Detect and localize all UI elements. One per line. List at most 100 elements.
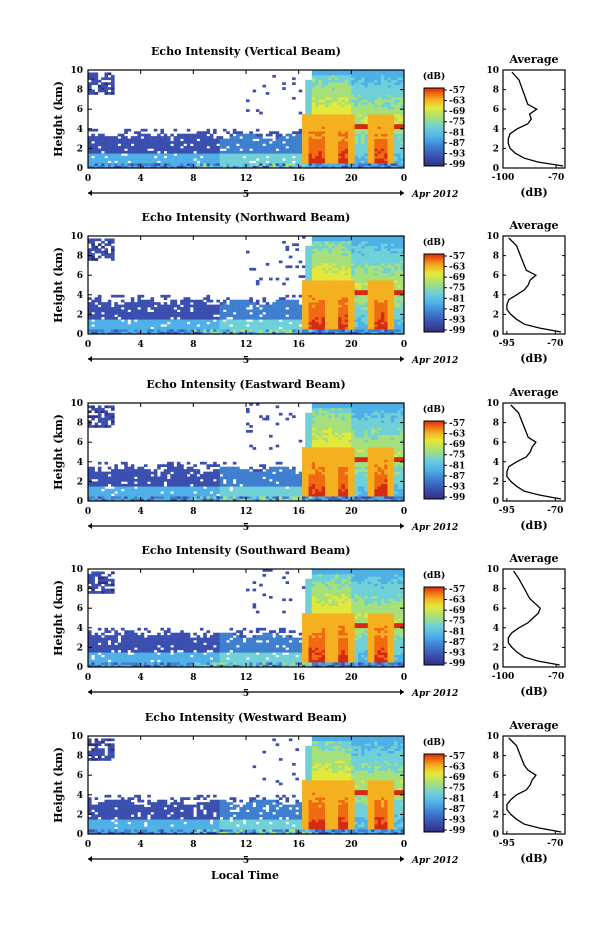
heatmap-cell — [298, 138, 303, 142]
heatmap-cell — [334, 133, 339, 137]
heatmap-cell — [140, 138, 145, 142]
heatmap-cell — [147, 302, 151, 305]
heatmap-cell — [390, 138, 395, 142]
heatmap-cell — [397, 128, 402, 132]
heatmap-cell — [390, 136, 395, 139]
heatmap-cell — [186, 297, 191, 300]
heatmap-cell — [348, 106, 352, 110]
heatmap-cell — [301, 141, 306, 144]
heatmap-cell — [140, 153, 145, 157]
heatmap-cell — [328, 255, 332, 259]
heatmap-cell — [190, 153, 194, 157]
heatmap-cell — [209, 478, 214, 482]
heatmap-cell — [140, 331, 145, 335]
heatmap-cell — [331, 265, 336, 269]
heatmap-cell — [354, 287, 359, 291]
heatmap-cell — [265, 165, 270, 169]
heatmap-cell — [321, 321, 326, 325]
heatmap-cell — [390, 275, 395, 278]
heatmap-cell — [88, 145, 92, 149]
heatmap-cell — [120, 143, 125, 147]
heatmap-cell — [364, 141, 369, 144]
heatmap-cell — [94, 474, 99, 477]
heatmap-cell — [387, 238, 392, 242]
heatmap-cell — [380, 236, 385, 239]
heatmap-cell — [374, 324, 378, 327]
heatmap-cell — [305, 158, 309, 161]
heatmap-cell — [288, 143, 293, 147]
heatmap-cell — [130, 314, 135, 318]
heatmap-cell — [91, 331, 95, 335]
heatmap-cell — [334, 128, 339, 132]
date-arrow-left — [88, 190, 92, 196]
heatmap-cell — [321, 114, 326, 117]
heatmap-cell — [170, 165, 174, 169]
heatmap-cell — [394, 245, 398, 249]
heatmap-cell — [196, 133, 201, 137]
heatmap-cell — [236, 155, 240, 159]
heatmap-cell — [351, 153, 355, 157]
heatmap-cell — [196, 481, 201, 485]
heatmap-cell — [229, 299, 234, 303]
colorbar-tick-label: -87 — [449, 139, 465, 149]
heatmap-cell — [315, 116, 319, 120]
heatmap-cell — [371, 326, 375, 330]
heatmap-cell — [394, 287, 398, 291]
heatmap-cell — [341, 74, 346, 78]
heatmap-cell — [338, 70, 342, 73]
heatmap-cell — [334, 126, 339, 130]
heatmap-cell — [193, 153, 197, 157]
heatmap-cell — [328, 299, 332, 303]
heatmap-cell — [111, 474, 115, 477]
heatmap-cell — [150, 297, 155, 300]
heatmap-cell — [229, 150, 234, 154]
heatmap-cell — [97, 410, 102, 414]
heatmap-cell — [153, 498, 158, 502]
heatmap-cell — [315, 253, 319, 256]
heatmap-cell — [361, 131, 365, 134]
heatmap-cell — [397, 101, 402, 105]
heatmap-cell — [380, 155, 385, 159]
heatmap-cell — [147, 141, 151, 144]
heatmap-cell — [315, 72, 319, 76]
heatmap-cell — [232, 148, 237, 152]
heatmap-cell — [348, 265, 352, 269]
heatmap-cell — [334, 270, 339, 274]
heatmap-cell — [153, 486, 158, 490]
heatmap-cell — [94, 92, 99, 95]
heatmap-cell — [104, 145, 109, 149]
heatmap-cell — [364, 267, 369, 271]
heatmap-cell — [341, 72, 346, 76]
heatmap-cell — [371, 314, 375, 318]
heatmap-cell — [167, 466, 171, 470]
heatmap-cell — [351, 297, 355, 300]
heatmap-cell — [91, 425, 95, 428]
heatmap-cell — [315, 106, 319, 110]
heatmap-cell — [367, 74, 372, 78]
heatmap-cell — [341, 131, 346, 134]
heatmap-cell — [104, 92, 109, 95]
heatmap-cell — [400, 74, 405, 78]
heatmap-cell — [301, 136, 306, 139]
heatmap-cell — [94, 309, 99, 313]
heatmap-cell — [94, 329, 99, 332]
heatmap-cell — [325, 319, 329, 323]
heatmap-cell — [101, 471, 105, 475]
heatmap-cell — [94, 153, 99, 157]
heatmap-cell — [361, 89, 365, 93]
heatmap-cell — [348, 248, 352, 251]
heatmap-cell — [176, 148, 181, 152]
heatmap-cell — [308, 267, 313, 271]
heatmap-cell — [361, 253, 365, 256]
heatmap-cell — [199, 136, 204, 139]
heatmap-cell — [390, 272, 395, 276]
heatmap-cell — [390, 106, 395, 110]
heatmap-cell — [153, 302, 158, 305]
heatmap-cell — [387, 331, 392, 335]
heatmap-cell — [170, 302, 174, 305]
heatmap-cell — [374, 245, 378, 249]
heatmap-cell — [318, 250, 323, 254]
heatmap-cell — [380, 321, 385, 325]
heatmap-cell — [334, 123, 339, 127]
heatmap-cell — [213, 163, 217, 166]
